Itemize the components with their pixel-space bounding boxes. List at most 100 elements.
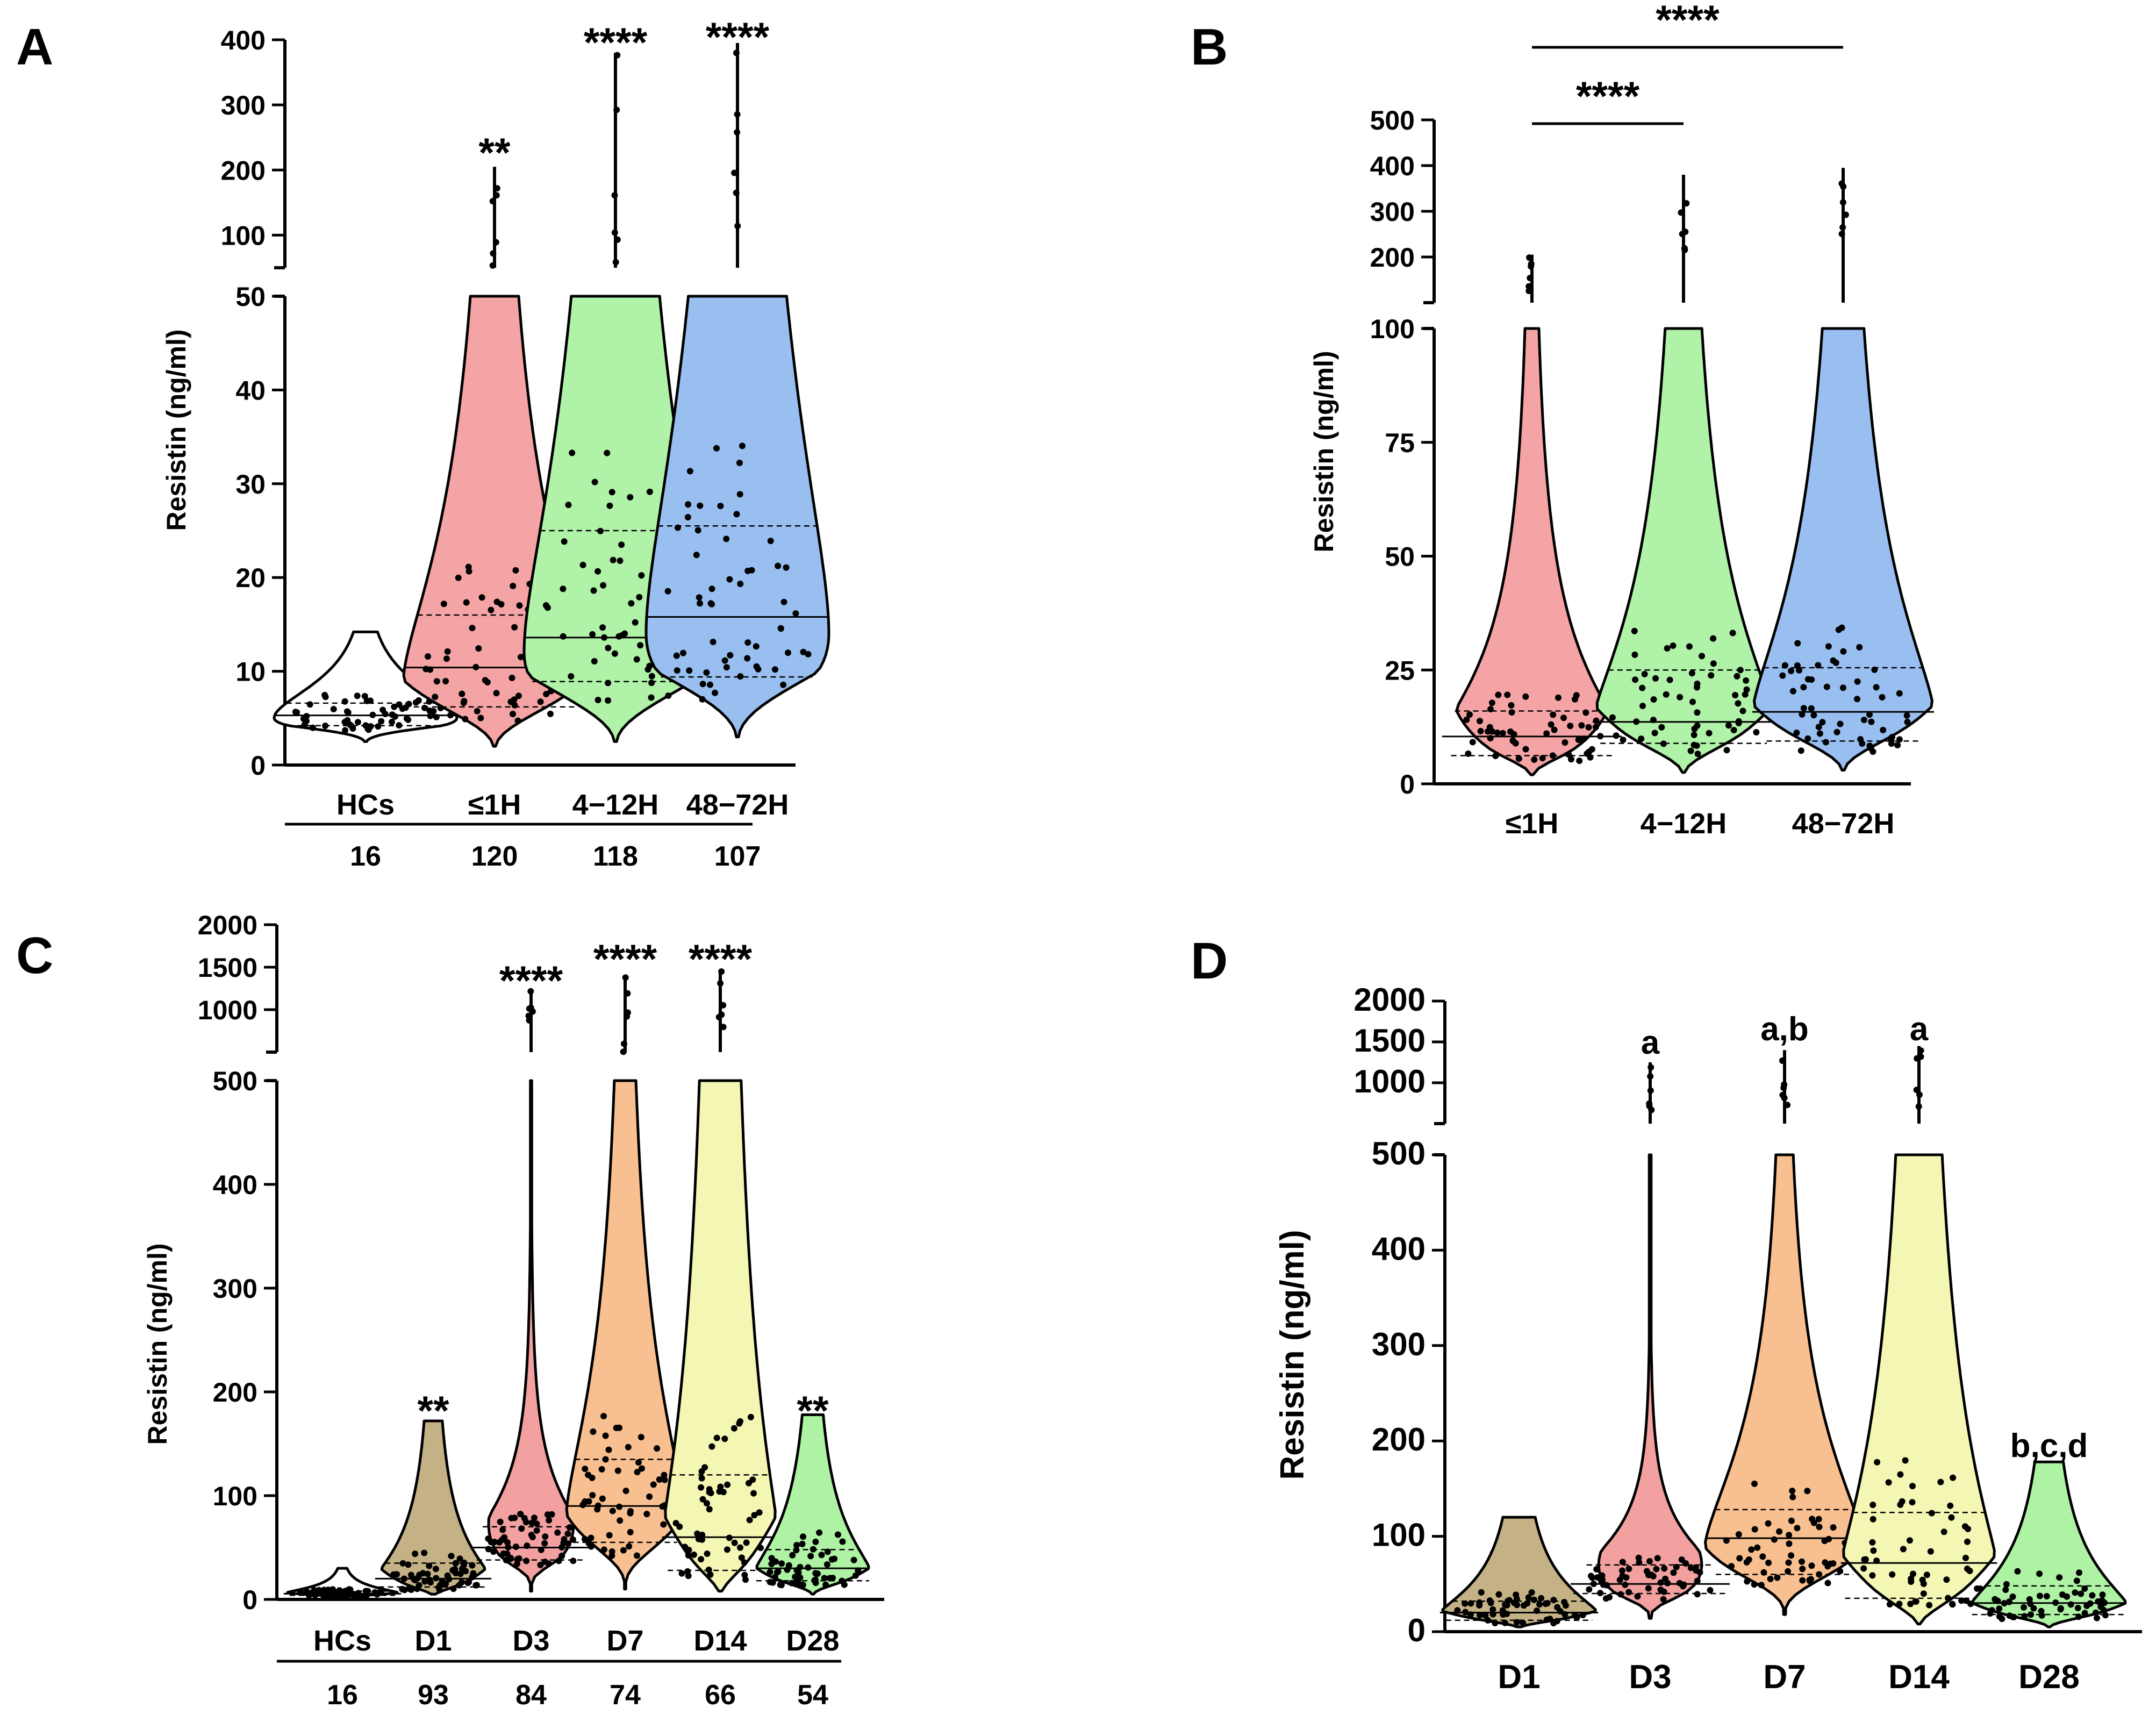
data-point bbox=[751, 1512, 758, 1519]
data-point bbox=[1833, 728, 1840, 735]
category-label: 48−72H bbox=[1792, 808, 1895, 840]
data-point bbox=[1550, 711, 1557, 718]
data-point bbox=[1947, 1502, 1954, 1509]
data-point bbox=[1476, 1599, 1483, 1606]
data-point bbox=[1949, 1600, 1956, 1607]
data-point bbox=[1651, 730, 1658, 737]
data-point bbox=[2102, 1612, 2109, 1619]
data-point bbox=[1648, 1106, 1655, 1113]
sample-size-label: 120 bbox=[471, 841, 518, 872]
data-point bbox=[1553, 1618, 1560, 1625]
data-point bbox=[717, 980, 724, 987]
data-point bbox=[2075, 1613, 2082, 1620]
data-point bbox=[1555, 694, 1562, 701]
data-point bbox=[497, 1518, 504, 1525]
sample-size-label: 84 bbox=[515, 1680, 547, 1711]
data-point bbox=[736, 460, 743, 466]
data-point bbox=[1735, 718, 1742, 725]
significance-annotation: **** bbox=[1576, 74, 1640, 119]
data-point bbox=[469, 1562, 476, 1569]
data-point bbox=[456, 1555, 463, 1562]
data-point bbox=[1650, 717, 1657, 724]
y-tick-label: 100 bbox=[221, 220, 266, 251]
data-point bbox=[1873, 684, 1880, 691]
data-point bbox=[1799, 1566, 1806, 1573]
data-point bbox=[547, 710, 554, 717]
data-point bbox=[1815, 1516, 1822, 1523]
data-point bbox=[569, 449, 576, 456]
data-point bbox=[1560, 714, 1567, 721]
significance-annotation: **** bbox=[706, 15, 770, 60]
data-point bbox=[772, 1558, 779, 1565]
data-point bbox=[656, 1476, 663, 1483]
violin-d3 bbox=[1571, 1062, 1730, 1620]
data-point bbox=[1647, 1087, 1654, 1094]
category-label: 4−12H bbox=[572, 789, 659, 821]
data-point bbox=[303, 713, 310, 720]
y-tick-label: 400 bbox=[1370, 151, 1415, 181]
data-point bbox=[2005, 1598, 2012, 1605]
data-point bbox=[1840, 648, 1847, 655]
data-point bbox=[1544, 1599, 1551, 1606]
data-point bbox=[405, 1561, 412, 1568]
data-point bbox=[1732, 692, 1739, 698]
data-point bbox=[1873, 1557, 1880, 1564]
data-point bbox=[546, 1560, 552, 1567]
data-point bbox=[518, 654, 524, 661]
data-point bbox=[1808, 1562, 1815, 1569]
data-point bbox=[1913, 1087, 1920, 1094]
data-point bbox=[541, 1540, 548, 1547]
data-point bbox=[678, 1570, 685, 1577]
data-point bbox=[437, 705, 444, 711]
data-point bbox=[618, 541, 625, 548]
data-point bbox=[510, 582, 517, 589]
data-point bbox=[1502, 1619, 1508, 1626]
y-tick-label: 40 bbox=[235, 375, 266, 405]
data-point bbox=[1902, 1457, 1909, 1464]
data-point bbox=[561, 1536, 568, 1543]
data-point bbox=[2089, 1592, 2096, 1599]
data-point bbox=[602, 1432, 609, 1439]
data-point bbox=[622, 1488, 629, 1495]
data-point bbox=[660, 1521, 667, 1528]
data-point bbox=[621, 1040, 627, 1047]
data-point bbox=[1539, 755, 1546, 762]
data-point bbox=[1482, 1612, 1489, 1619]
data-point bbox=[686, 667, 693, 674]
data-point bbox=[1819, 719, 1826, 726]
data-point bbox=[612, 259, 619, 266]
data-point bbox=[400, 1575, 407, 1582]
data-point bbox=[1800, 684, 1807, 691]
data-point bbox=[680, 649, 686, 656]
y-tick-label: 2000 bbox=[198, 910, 257, 940]
data-point bbox=[731, 169, 738, 176]
data-point bbox=[831, 1555, 838, 1562]
data-point bbox=[620, 1547, 627, 1554]
data-point bbox=[533, 1520, 540, 1527]
data-point bbox=[1945, 1595, 1952, 1602]
data-point bbox=[1838, 231, 1845, 238]
data-point bbox=[697, 600, 703, 607]
data-point bbox=[718, 968, 725, 975]
data-point bbox=[829, 1575, 836, 1581]
data-point bbox=[839, 1538, 846, 1545]
data-point bbox=[1743, 1559, 1750, 1566]
data-point bbox=[1625, 1566, 1632, 1573]
data-point bbox=[744, 655, 751, 662]
data-point bbox=[1964, 1538, 1971, 1545]
data-point bbox=[1579, 1612, 1586, 1619]
data-point bbox=[1781, 1081, 1788, 1088]
data-point bbox=[1870, 1516, 1876, 1523]
data-point bbox=[2021, 1613, 2028, 1620]
data-point bbox=[1647, 1073, 1654, 1080]
data-point bbox=[303, 718, 310, 725]
data-point bbox=[1897, 1501, 1904, 1508]
data-point bbox=[749, 1476, 756, 1483]
data-point bbox=[482, 677, 489, 684]
data-point bbox=[2094, 1614, 2100, 1621]
data-point bbox=[654, 1445, 661, 1452]
data-point bbox=[613, 106, 620, 113]
data-point bbox=[463, 599, 470, 606]
data-point bbox=[737, 581, 744, 587]
data-point bbox=[1467, 1600, 1474, 1607]
